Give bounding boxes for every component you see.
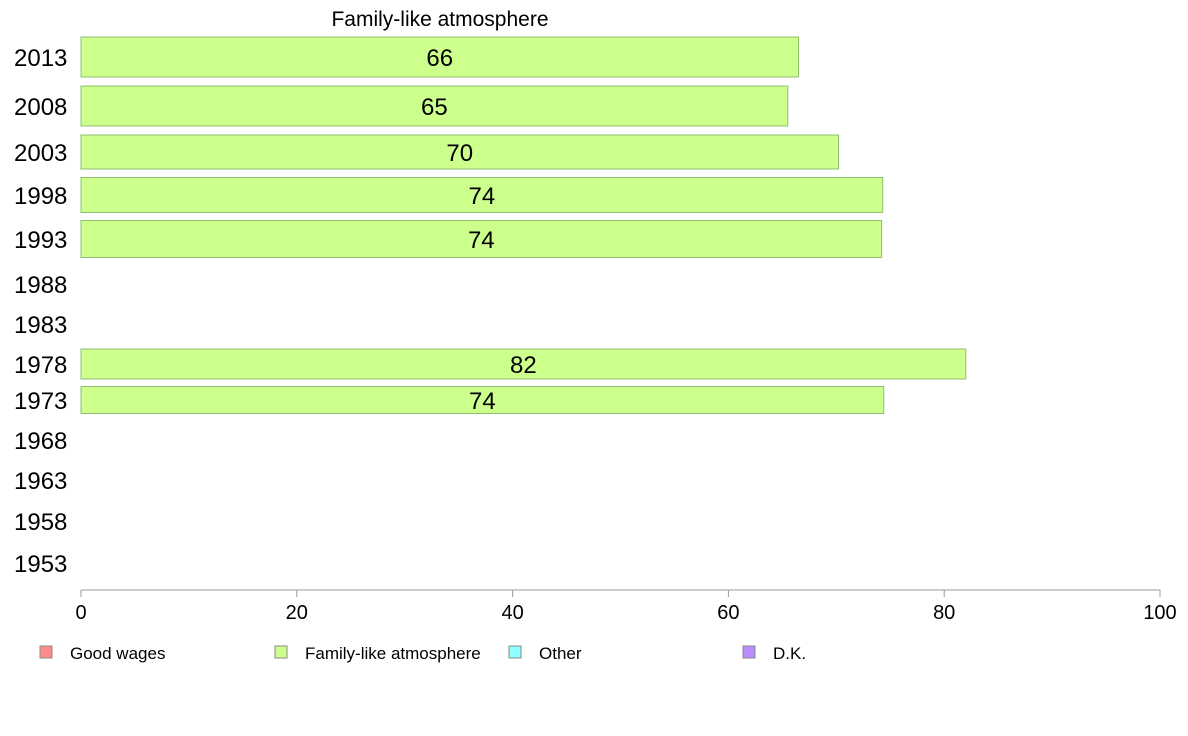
bar-value-label-1973: 74 (469, 388, 496, 415)
bar-1998 (80, 177, 884, 213)
y-tick-label-2008: 2008 (14, 94, 67, 121)
y-tick-label-1993: 1993 (14, 227, 67, 254)
x-tick-label-0: 0 (75, 602, 86, 624)
y-tick-label-1978: 1978 (14, 352, 67, 379)
bar-value-label-2013: 66 (426, 45, 453, 72)
legend-swatch-1 (274, 645, 288, 659)
x-tick-label-60: 60 (717, 602, 739, 624)
y-tick-label-1958: 1958 (14, 509, 67, 536)
legend-label-3: D.K. (773, 644, 806, 663)
legend-swatch-2 (508, 645, 522, 659)
bar-2003 (80, 134, 839, 170)
bar-2008 (80, 85, 789, 127)
bar-1978 (80, 348, 967, 380)
bar-value-label-2003: 70 (446, 140, 473, 167)
y-tick-label-1968: 1968 (14, 428, 67, 455)
y-tick-label-2003: 2003 (14, 140, 67, 167)
y-axis: 2013 2008 2003 1998 1993 1988 1983 1978 1973 1968… (14, 45, 67, 578)
bar-1973 (80, 386, 885, 414)
bar-value-label-2008: 65 (421, 94, 448, 121)
legend-swatch-0 (39, 645, 53, 659)
y-tick-label-1963: 1963 (14, 468, 67, 495)
legend-label-0: Good wages (70, 644, 165, 663)
legend: Good wages Family-like atmosphere Other D.K… (39, 644, 806, 663)
bar-value-label-1998: 74 (468, 183, 495, 210)
x-tick-label-40: 40 (501, 602, 523, 624)
bar-value-label-1993: 74 (468, 227, 495, 254)
y-tick-label-1973: 1973 (14, 388, 67, 415)
y-tick-label-1998: 1998 (14, 183, 67, 210)
y-tick-label-1988: 1988 (14, 272, 67, 299)
bar-1993 (80, 220, 883, 258)
legend-label-2: Other (539, 644, 582, 663)
x-axis: 0 20 40 60 80 100 (75, 589, 1177, 624)
legend-label-1: Family-like atmosphere (305, 644, 481, 663)
x-tick-label-80: 80 (933, 602, 955, 624)
bar-2013 (80, 36, 800, 78)
legend-swatch-3 (742, 645, 756, 659)
bar-value-label-1978: 82 (510, 352, 537, 379)
x-tick-label-100: 100 (1143, 602, 1176, 624)
y-tick-label-2013: 2013 (14, 45, 67, 72)
x-tick-label-20: 20 (286, 602, 308, 624)
bars-group: 66 65 70 74 74 82 74 (80, 36, 967, 415)
chart-title: Family-like atmosphere (331, 8, 548, 31)
y-tick-label-1953: 1953 (14, 551, 67, 578)
y-tick-label-1983: 1983 (14, 312, 67, 339)
